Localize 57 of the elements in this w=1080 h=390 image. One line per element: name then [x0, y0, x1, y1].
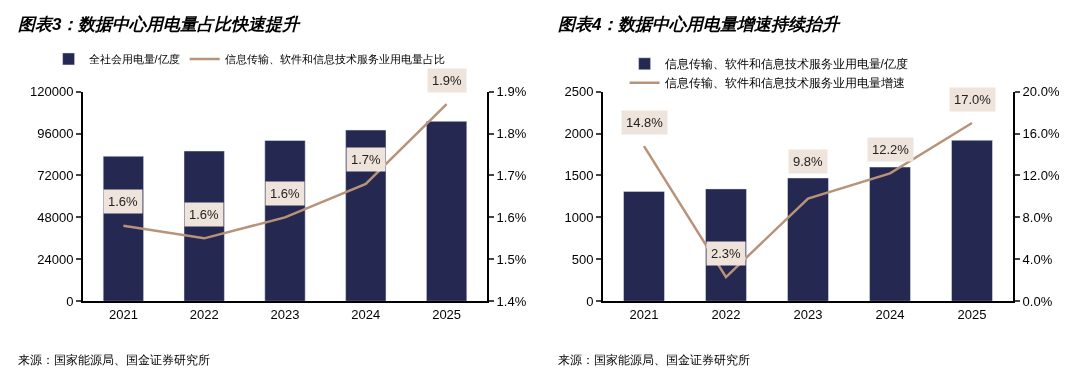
y2-tick-label: 1.8%: [496, 126, 527, 142]
y-tick-label: 2500: [564, 84, 594, 100]
legend-label: 信息传输、软件和信息技术服务业用电量占比: [224, 53, 445, 66]
y2-tick-label: 8.0%: [1022, 209, 1053, 225]
x-tick-label: 2021: [108, 306, 138, 322]
source-note: 来源：国家能源局、国金证券研究所: [558, 353, 750, 367]
y2-tick-label: 0.0%: [1022, 293, 1053, 309]
x-tick-label: 2023: [793, 306, 823, 322]
y-tick-label: 1500: [564, 168, 594, 184]
legend-label: 全社会用电量/亿度: [88, 53, 180, 66]
y-tick-label: 48000: [37, 209, 74, 225]
y-tick-label: 24000: [37, 251, 74, 267]
bar: [869, 166, 911, 302]
y-tick-label: 72000: [37, 168, 74, 184]
y-tick-label: 1000: [564, 209, 594, 225]
data-label: 1.6%: [270, 186, 301, 201]
bar: [426, 121, 468, 302]
y-tick-label: 96000: [37, 126, 74, 142]
data-label: 1.9%: [432, 73, 463, 88]
bar: [787, 177, 829, 302]
bar: [951, 140, 993, 302]
chart-title: 图表4：数据中心用电量增速持续抬升: [558, 15, 842, 34]
data-label: 1.7%: [351, 152, 382, 167]
chart-title: 图表3：数据中心用电量占比快速提升: [18, 15, 302, 34]
y2-tick-label: 1.9%: [496, 84, 527, 100]
y-tick-label: 2000: [564, 126, 594, 142]
x-tick-label: 2024: [351, 306, 381, 322]
x-tick-label: 2024: [875, 306, 905, 322]
data-label: 9.8%: [793, 154, 824, 169]
y2-tick-label: 1.5%: [496, 251, 527, 267]
data-label: 14.8%: [626, 115, 664, 130]
data-label: 1.6%: [189, 207, 220, 222]
y-tick-label: 500: [571, 251, 594, 267]
x-tick-label: 2022: [189, 306, 219, 322]
data-label: 17.0%: [954, 92, 992, 107]
x-tick-label: 2025: [957, 306, 987, 322]
y-tick-label: 120000: [30, 84, 74, 100]
y2-tick-label: 1.7%: [496, 168, 527, 184]
y-tick-label: 0: [586, 293, 594, 309]
data-label: 12.2%: [872, 142, 910, 157]
x-tick-label: 2025: [432, 306, 462, 322]
y2-tick-label: 20.0%: [1022, 84, 1060, 100]
y-tick-label: 0: [66, 293, 74, 309]
y2-tick-label: 4.0%: [1022, 251, 1053, 267]
y2-tick-label: 1.6%: [496, 209, 527, 225]
data-label: 1.6%: [108, 194, 139, 209]
x-tick-label: 2021: [629, 306, 659, 322]
data-label: 2.3%: [711, 246, 742, 261]
x-tick-label: 2023: [270, 306, 300, 322]
y2-tick-label: 16.0%: [1022, 126, 1060, 142]
legend-label: 信息传输、软件和信息技术服务业用电量增速: [664, 76, 905, 91]
source-note: 来源：国家能源局、国金证券研究所: [18, 353, 210, 367]
y2-tick-label: 12.0%: [1022, 168, 1060, 184]
legend-label: 信息传输、软件和信息技术服务业用电量/亿度: [664, 57, 908, 72]
x-tick-label: 2022: [711, 306, 741, 322]
bar: [623, 191, 665, 302]
y2-tick-label: 1.4%: [496, 293, 527, 309]
